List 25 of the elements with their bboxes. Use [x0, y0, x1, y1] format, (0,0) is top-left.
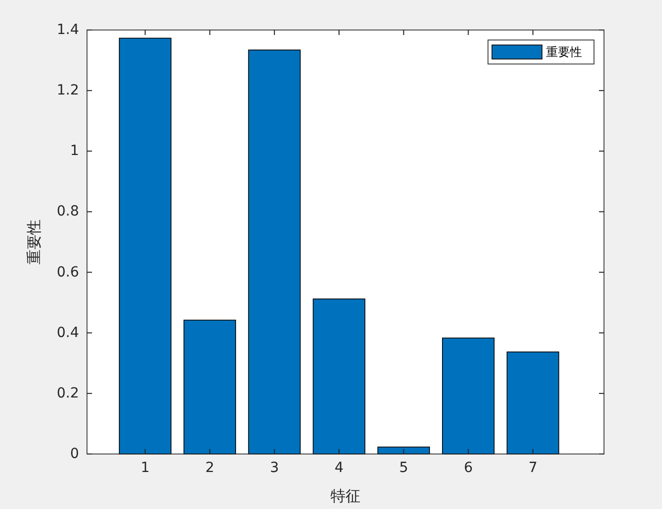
- y-tick-label: 0.2: [56, 385, 79, 402]
- x-tick-label: 7: [528, 460, 538, 476]
- bar: [442, 338, 495, 454]
- y-tick-label: 0.8: [56, 204, 79, 220]
- x-tick-label: 5: [399, 460, 408, 476]
- bar: [118, 38, 172, 454]
- x-tick-label: 6: [464, 460, 473, 476]
- bar: [506, 352, 560, 454]
- bar: [248, 50, 301, 454]
- x-tick-label: 1: [140, 460, 150, 476]
- bar: [312, 298, 366, 454]
- y-tick-label: 0.6: [56, 264, 80, 280]
- x-axis-title: 特征: [330, 487, 360, 505]
- y-tick-label: 0.4: [56, 324, 80, 341]
- y-tick-label: 1.2: [56, 82, 79, 99]
- bar: [184, 320, 236, 454]
- x-tick-label: 3: [270, 460, 279, 476]
- legend-label: 重要性: [546, 45, 582, 59]
- x-tick-label: 2: [205, 460, 214, 476]
- y-tick-label: 1.4: [56, 22, 80, 38]
- y-axis-title: 重要性: [25, 220, 43, 264]
- x-tick-label: 4: [334, 460, 344, 476]
- y-tick-label: 0: [70, 446, 79, 462]
- bar: [377, 446, 430, 454]
- y-tick-label: 1: [70, 143, 79, 160]
